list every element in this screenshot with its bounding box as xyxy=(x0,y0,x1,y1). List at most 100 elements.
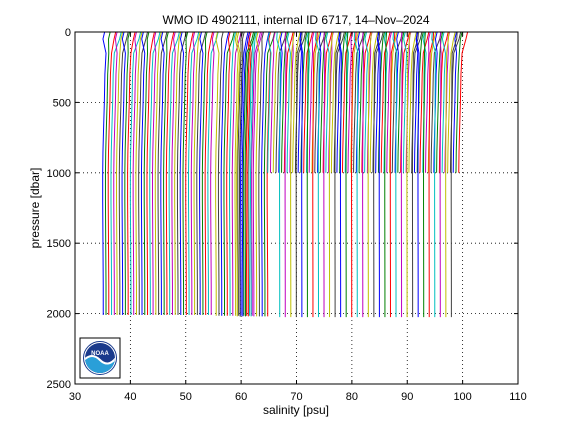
salinity-profile-line xyxy=(394,31,399,173)
salinity-profile-line xyxy=(118,31,129,316)
salinity-profile-line xyxy=(252,31,263,317)
salinity-profile-line xyxy=(425,31,431,173)
salinity-profile-line xyxy=(258,31,265,317)
salinity-profile-line xyxy=(281,31,289,173)
salinity-profile-line xyxy=(104,31,111,316)
salinity-profile-line xyxy=(338,31,342,318)
salinity-profile-line xyxy=(157,31,168,316)
salinity-profile-line xyxy=(171,31,176,316)
salinity-profile-line xyxy=(160,31,165,316)
logo-wave xyxy=(85,356,115,373)
salinity-profile-line xyxy=(129,31,142,316)
salinity-profile-line xyxy=(308,31,315,173)
salinity-profile-line xyxy=(369,31,379,173)
salinity-profile-line xyxy=(351,31,357,318)
salinity-profile-line xyxy=(215,31,220,316)
salinity-profile-line xyxy=(275,31,287,173)
salinity-profile-line xyxy=(283,31,294,173)
salinity-profile-line xyxy=(236,31,241,317)
salinity-profile-line xyxy=(102,31,107,316)
salinity-profile-line xyxy=(168,31,180,316)
x-tick-label: 90 xyxy=(401,391,413,403)
salinity-profile-line xyxy=(344,31,350,173)
salinity-profile-line xyxy=(402,31,408,173)
salinity-profile-line xyxy=(361,31,372,173)
salinity-profile-line xyxy=(107,31,117,316)
salinity-profile-line xyxy=(140,31,146,316)
salinity-profile-line xyxy=(210,31,215,316)
salinity-profile-line xyxy=(146,31,155,316)
salinity-profile-line xyxy=(220,31,230,316)
salinity-profile-line xyxy=(303,31,314,173)
salinity-profile-line xyxy=(217,31,224,316)
salinity-profile-line xyxy=(408,31,417,173)
salinity-profile-line xyxy=(455,31,463,173)
salinity-profile-line xyxy=(411,31,423,173)
salinity-profile-line xyxy=(322,31,333,173)
salinity-profile-line xyxy=(204,31,214,316)
salinity-profile-line xyxy=(138,31,149,316)
salinity-profile-line xyxy=(355,31,361,173)
salinity-profile-line xyxy=(445,31,450,318)
chart-title: WMO ID 4902111, internal ID 6717, 14–Nov… xyxy=(162,13,429,27)
x-tick-label: 50 xyxy=(180,391,192,403)
salinity-profile-line xyxy=(358,31,366,173)
salinity-profile-line xyxy=(255,31,260,317)
y-tick-label: 0 xyxy=(65,27,71,39)
salinity-profile-line xyxy=(231,31,242,316)
salinity-profile-line xyxy=(458,31,469,173)
salinity-profile-line xyxy=(263,31,276,317)
salinity-profile-line xyxy=(165,31,175,316)
salinity-profile-line xyxy=(188,31,200,316)
salinity-profile-line xyxy=(334,31,342,318)
salinity-profile-line xyxy=(353,31,359,318)
salinity-profile-line xyxy=(240,31,249,316)
salinity-profile-line xyxy=(245,31,250,316)
salinity-profile-line xyxy=(179,31,185,316)
salinity-profile-line xyxy=(339,31,347,173)
salinity-profile-line xyxy=(248,31,256,316)
salinity-profile-line xyxy=(441,31,446,173)
salinity-profile-line xyxy=(269,31,276,173)
salinity-profile-line xyxy=(149,31,161,316)
salinity-profile-line xyxy=(174,31,182,316)
salinity-profile-line xyxy=(182,31,189,316)
salinity-profile-line xyxy=(241,31,251,317)
salinity-profile-line xyxy=(223,31,235,316)
salinity-profile-line xyxy=(196,31,207,316)
salinity-profile-line xyxy=(319,31,327,173)
salinity-profile-line xyxy=(449,31,462,173)
salinity-profile-line xyxy=(244,31,256,317)
x-tick-label: 110 xyxy=(509,391,527,403)
y-tick-label: 1000 xyxy=(47,168,71,180)
salinity-profile-line xyxy=(110,31,122,316)
salinity-profile-line xyxy=(250,31,258,317)
salinity-profile-line xyxy=(193,31,201,316)
salinity-profile-line xyxy=(292,31,301,173)
salinity-profile-line xyxy=(391,31,404,173)
salinity-profile-line xyxy=(226,31,231,316)
y-tick-label: 2000 xyxy=(47,309,71,321)
salinity-profile-line xyxy=(419,31,430,173)
salinity-profile-line xyxy=(430,31,442,173)
logo-text: NOAA xyxy=(91,351,109,357)
salinity-profile-line xyxy=(436,31,444,173)
salinity-profile-line xyxy=(266,31,271,317)
x-tick-label: 30 xyxy=(69,391,81,403)
y-tick-label: 1500 xyxy=(47,238,71,250)
salinity-profile-line xyxy=(135,31,143,316)
x-tick-label: 70 xyxy=(290,391,302,403)
plot-area: 30 40 50 60 70 80 90 100 110 0 500 1000 1500 2000 2500 xyxy=(47,27,527,403)
salinity-profile-line xyxy=(377,31,386,173)
salinity-profile-line xyxy=(306,31,310,318)
logo-wave-crest xyxy=(85,355,115,365)
salinity-profile-line xyxy=(124,31,131,316)
salinity-profile-line xyxy=(431,31,437,318)
salinity-profile-line xyxy=(336,31,341,173)
salinity-profile-line xyxy=(199,31,204,316)
salinity-profile-line xyxy=(341,31,352,173)
y-tick-label: 500 xyxy=(53,97,71,109)
salinity-profile-line xyxy=(297,31,302,173)
salinity-profile-line xyxy=(201,31,208,316)
salinity-profile-line xyxy=(397,31,405,173)
